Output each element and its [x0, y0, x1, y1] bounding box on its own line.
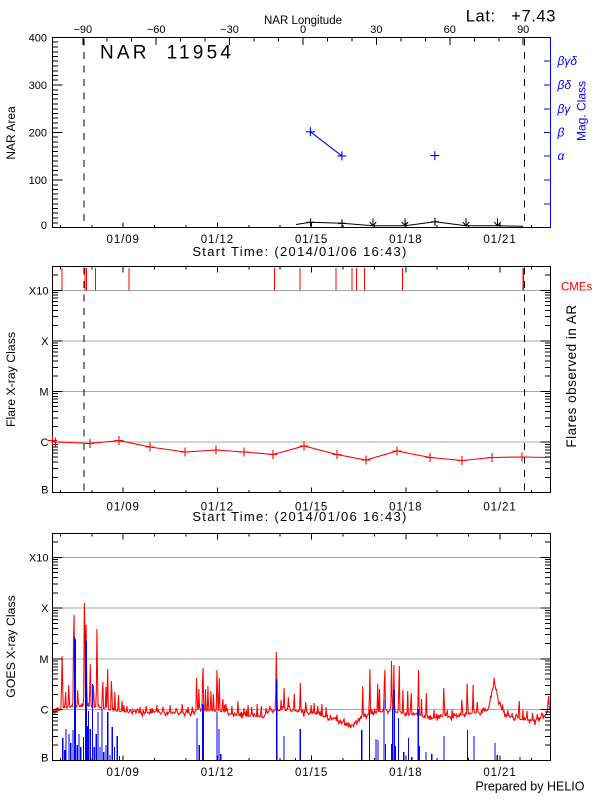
svg-text:β: β	[557, 126, 565, 140]
svg-text:GOES X-ray Class: GOES X-ray Class	[4, 595, 18, 698]
svg-text:30: 30	[370, 24, 382, 36]
svg-text:01/12: 01/12	[201, 767, 234, 779]
svg-text:Start Time: (2014/01/06 16:43): Start Time: (2014/01/06 16:43)	[192, 509, 407, 524]
svg-text:α: α	[558, 149, 566, 163]
svg-text:X10: X10	[29, 285, 49, 297]
svg-text:01/12: 01/12	[201, 234, 234, 246]
svg-text:C: C	[41, 437, 49, 449]
svg-text:01/15: 01/15	[295, 234, 328, 246]
svg-text:βδ: βδ	[557, 78, 572, 92]
svg-text:M: M	[39, 386, 48, 398]
svg-text:B: B	[41, 485, 48, 497]
svg-text:X: X	[41, 603, 49, 615]
svg-text:01/21: 01/21	[483, 502, 516, 514]
svg-text:01/15: 01/15	[295, 502, 328, 514]
svg-text:01/09: 01/09	[107, 502, 140, 514]
svg-text:B: B	[41, 753, 48, 765]
svg-text:01/21: 01/21	[483, 234, 516, 246]
svg-text:−30: −30	[220, 24, 239, 36]
svg-text:CMEs: CMEs	[561, 282, 593, 294]
svg-text:60: 60	[444, 24, 456, 36]
svg-text:X: X	[41, 336, 49, 348]
svg-text:200: 200	[29, 128, 47, 140]
svg-text:βγ: βγ	[557, 102, 572, 116]
svg-text:Flares observed in AR: Flares observed in AR	[564, 304, 579, 447]
svg-text:01/18: 01/18	[389, 234, 422, 246]
svg-text:Start Time: (2014/01/06 16:43): Start Time: (2014/01/06 16:43)	[192, 244, 407, 259]
svg-text:90: 90	[517, 24, 529, 36]
svg-text:X10: X10	[29, 552, 49, 564]
svg-text:01/12: 01/12	[201, 502, 234, 514]
svg-text:400: 400	[29, 33, 47, 45]
svg-text:−60: −60	[147, 24, 166, 36]
svg-text:C: C	[41, 705, 49, 717]
svg-text:0: 0	[300, 24, 306, 36]
svg-text:01/21: 01/21	[483, 767, 516, 779]
svg-text:300: 300	[29, 80, 47, 92]
svg-text:0: 0	[41, 220, 47, 232]
svg-text:M: M	[39, 654, 48, 666]
svg-text:Mag. Class: Mag. Class	[575, 81, 589, 141]
svg-text:01/09: 01/09	[107, 767, 140, 779]
svg-text:01/18: 01/18	[389, 502, 422, 514]
svg-text:01/15: 01/15	[295, 767, 328, 779]
svg-text:NAR Area: NAR Area	[4, 106, 18, 160]
svg-text:Flare X-ray Class: Flare X-ray Class	[4, 332, 18, 427]
svg-text:−90: −90	[73, 24, 92, 36]
svg-text:NAR Longitude: NAR Longitude	[264, 15, 342, 27]
svg-text:βγδ: βγδ	[557, 54, 578, 68]
svg-text:Lat: +7.43: Lat: +7.43	[466, 8, 556, 26]
svg-text:NAR 11954: NAR 11954	[100, 43, 234, 64]
svg-text:100: 100	[29, 175, 47, 187]
svg-text:Prepared by HELIO: Prepared by HELIO	[475, 780, 584, 794]
svg-text:01/18: 01/18	[389, 767, 422, 779]
svg-text:01/09: 01/09	[107, 234, 140, 246]
